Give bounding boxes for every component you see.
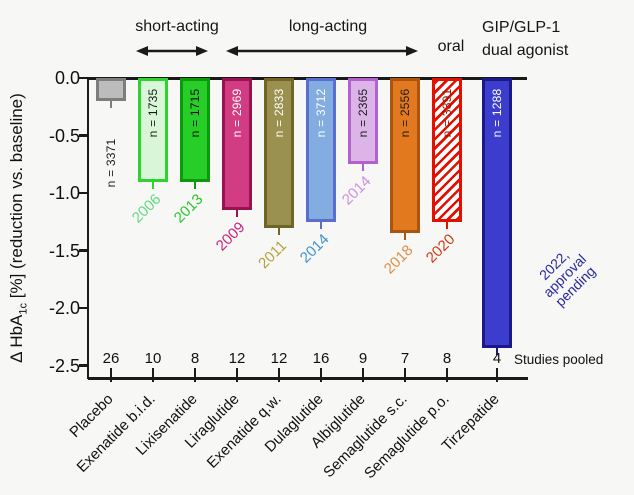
y-tick-label: -1.0 bbox=[48, 183, 80, 203]
long-acting-group-label: long-acting bbox=[288, 18, 368, 35]
oral-group-label: oral bbox=[437, 38, 465, 55]
bar-lixisenatide bbox=[180, 78, 210, 182]
error-whisker-semaglutide-s-c bbox=[403, 233, 407, 241]
studies-count-placebo: 26 bbox=[102, 350, 120, 367]
year-label-tirzepatide: 2022, approval pending bbox=[519, 230, 612, 323]
bar-albiglutide bbox=[348, 78, 378, 165]
x-tick-mark-placebo bbox=[109, 368, 113, 382]
y-tick-label: -1.5 bbox=[48, 240, 80, 261]
year-label-exenatide-q-w: 2011 bbox=[255, 236, 291, 272]
n-label-liraglutide: n = 2969 bbox=[230, 88, 244, 138]
x-tick-mark-semaglutide-s-c bbox=[403, 368, 407, 382]
bar-semaglutide-s-c bbox=[390, 78, 420, 234]
n-label-placebo: n = 3371 bbox=[104, 138, 118, 188]
error-whisker-lixisenatide bbox=[193, 181, 197, 189]
x-axis-spine bbox=[88, 377, 528, 380]
n-label-dulaglutide: n = 3712 bbox=[314, 88, 328, 138]
error-whisker-liraglutide bbox=[235, 210, 239, 218]
long-acting-arrow-icon bbox=[226, 46, 418, 56]
studies-count-liraglutide: 12 bbox=[228, 350, 246, 367]
y-tick-mark bbox=[79, 306, 87, 310]
y-axis-title-prefix: Δ HbA bbox=[7, 314, 26, 363]
x-tick-mark-exenatide-q-w bbox=[277, 368, 281, 382]
bar-tirzepatide bbox=[482, 78, 512, 349]
error-whisker-albiglutide bbox=[361, 164, 365, 172]
error-whisker-exenatide-q-w bbox=[277, 227, 281, 235]
bar-dulaglutide bbox=[306, 78, 336, 222]
x-tick-mark-dulaglutide bbox=[319, 368, 323, 382]
y-axis-title-suffix: [%] (reduction vs. baseline) bbox=[7, 93, 26, 303]
error-whisker-tirzepatide bbox=[495, 348, 499, 356]
n-label-semaglutide-p-o: n = 3391 bbox=[440, 88, 454, 138]
y-axis-title: Δ HbA1c [%] (reduction vs. baseline) bbox=[5, 18, 29, 438]
y-axis-title-subscript: 1c bbox=[17, 302, 30, 315]
n-label-lixisenatide: n = 1715 bbox=[188, 88, 202, 138]
short-acting-group-label: short-acting bbox=[135, 18, 219, 35]
studies-count-lixisenatide: 8 bbox=[190, 350, 200, 367]
n-label-exenatide-b-i-d: n = 1735 bbox=[146, 88, 160, 138]
bar-placebo bbox=[96, 78, 126, 101]
short-acting-arrow-icon bbox=[136, 46, 208, 56]
y-tick-label: -0.5 bbox=[48, 125, 80, 146]
n-label-semaglutide-s-c: n = 2556 bbox=[398, 88, 412, 138]
n-label-tirzepatide: n = 1288 bbox=[490, 88, 504, 138]
error-whisker-exenatide-b-i-d bbox=[151, 181, 155, 189]
studies-count-semaglutide-s-c: 7 bbox=[400, 350, 410, 367]
studies-count-albiglutide: 9 bbox=[358, 350, 368, 367]
dual-agonist-group-label: GIP/GLP-1 dual agonist bbox=[482, 19, 612, 60]
x-tick-mark-albiglutide bbox=[361, 368, 365, 382]
n-label-exenatide-q-w: n = 2833 bbox=[272, 88, 286, 138]
studies-count-dulaglutide: 16 bbox=[312, 350, 330, 367]
y-tick-mark bbox=[79, 364, 87, 367]
year-label-dulaglutide: 2014 bbox=[296, 230, 333, 267]
studies-count-exenatide-b-i-d: 10 bbox=[144, 350, 162, 367]
error-whisker-semaglutide-p-o bbox=[445, 221, 449, 229]
studies-count-exenatide-q-w: 12 bbox=[270, 350, 288, 367]
year-label-albiglutide: 2014 bbox=[338, 173, 375, 209]
year-label-liraglutide: 2009 bbox=[212, 219, 249, 255]
error-whisker-dulaglutide bbox=[319, 221, 323, 229]
x-tick-mark-liraglutide bbox=[235, 368, 239, 382]
x-tick-mark-tirzepatide bbox=[495, 368, 499, 382]
y-tick-mark bbox=[79, 191, 87, 195]
y-tick-mark bbox=[79, 134, 87, 137]
x-tick-mark-exenatide-b-i-d bbox=[151, 368, 155, 382]
n-label-albiglutide: n = 2365 bbox=[356, 88, 370, 138]
x-tick-mark-lixisenatide bbox=[193, 368, 197, 382]
y-tick-mark bbox=[79, 249, 87, 252]
studies-count-semaglutide-p-o: 8 bbox=[442, 350, 452, 367]
x-tick-mark-semaglutide-p-o bbox=[445, 368, 449, 382]
studies-pooled-caption: Studies pooled bbox=[514, 352, 604, 367]
error-whisker-placebo bbox=[109, 101, 113, 108]
dual-agonist-line1: GIP/GLP-1 bbox=[482, 19, 561, 36]
bar-exenatide-b-i-d bbox=[138, 78, 168, 182]
y-tick-label: -2.5 bbox=[48, 355, 80, 376]
bar-exenatide-q-w bbox=[264, 78, 294, 228]
y-axis-spine bbox=[86, 77, 89, 379]
bar-liraglutide bbox=[222, 78, 252, 211]
studies-count-tirzepatide: 4 bbox=[492, 350, 502, 367]
y-tick-mark bbox=[79, 76, 87, 80]
y-tick-label: -2.0 bbox=[48, 298, 80, 318]
dual-agonist-line2: dual agonist bbox=[482, 42, 569, 59]
bar-semaglutide-p-o bbox=[432, 78, 462, 222]
y-tick-label: 0.0 bbox=[54, 68, 80, 88]
